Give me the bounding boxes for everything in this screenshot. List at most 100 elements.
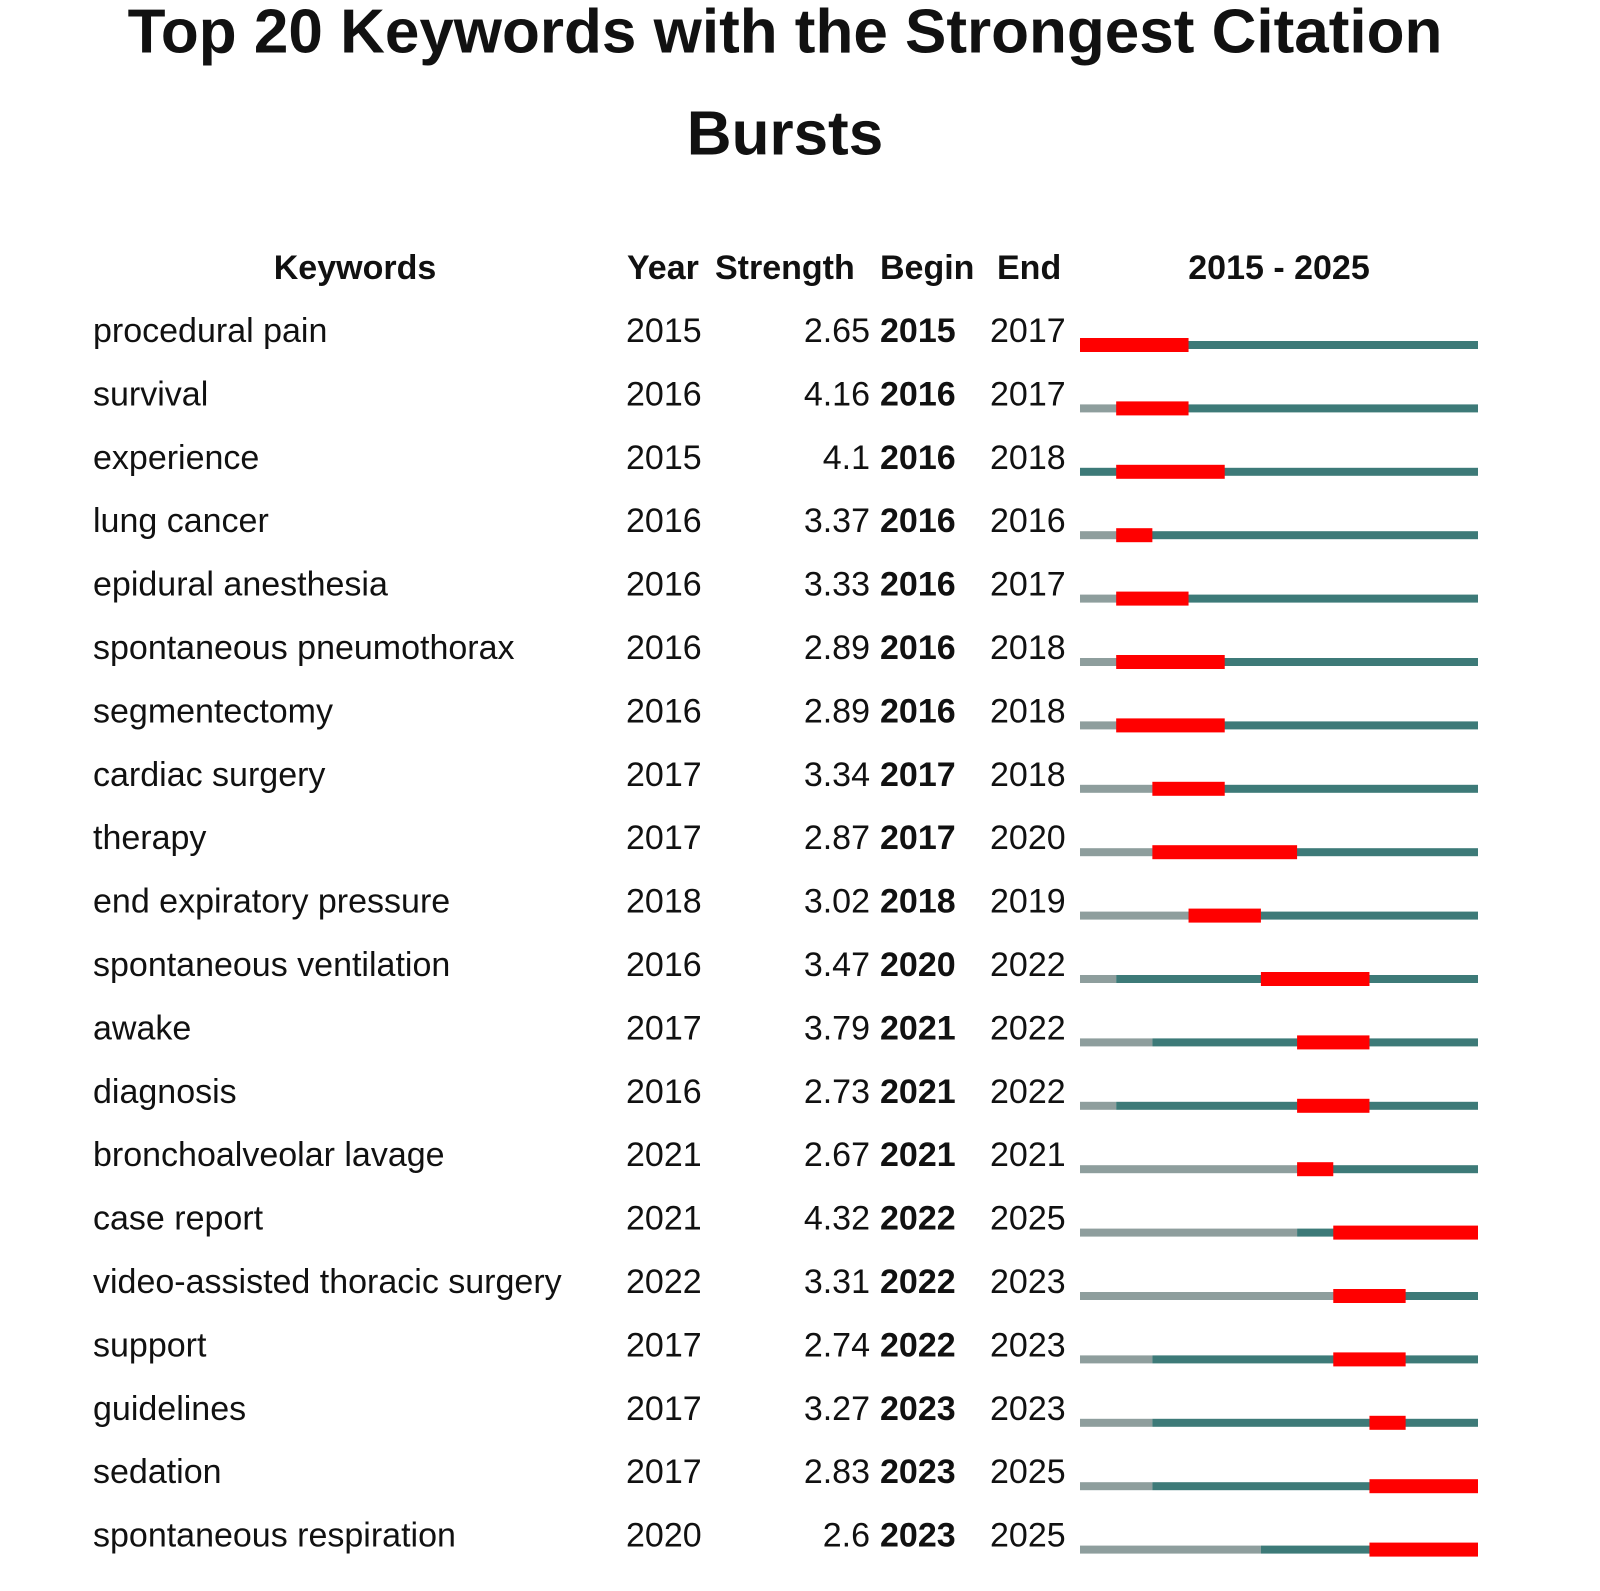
year: 2017 — [626, 1390, 702, 1428]
begin: 2015 — [880, 312, 956, 350]
title: Top 20 Keywords with the Strongest Citat… — [128, 0, 1443, 66]
strength: 2.73 — [804, 1073, 870, 1111]
burst-segment — [1260, 972, 1370, 986]
begin: 2021 — [880, 1136, 956, 1174]
strength: 2.6 — [823, 1517, 870, 1555]
end: 2023 — [990, 1326, 1066, 1364]
active-segment — [1152, 848, 1478, 857]
before-segment — [1080, 1165, 1298, 1174]
begin: 2017 — [880, 819, 956, 857]
end: 2022 — [990, 1073, 1066, 1111]
burst-segment — [1116, 401, 1189, 416]
keyword: spontaneous ventilation — [93, 946, 450, 984]
before-segment — [1080, 911, 1189, 920]
end: 2018 — [990, 629, 1066, 667]
before-segment — [1080, 784, 1153, 793]
keyword: segmentectomy — [93, 692, 333, 730]
active-segment — [1297, 1165, 1478, 1174]
before-segment — [1080, 658, 1117, 666]
year: 2015 — [626, 312, 702, 350]
before-segment — [1080, 1228, 1298, 1237]
strength: 3.34 — [804, 756, 870, 794]
strength: 3.27 — [804, 1390, 870, 1428]
begin: 2023 — [880, 1517, 956, 1555]
year: 2021 — [626, 1200, 702, 1238]
begin: 2018 — [880, 883, 956, 921]
begin: 2020 — [880, 946, 956, 984]
strength: 2.83 — [804, 1453, 870, 1491]
header: Begin — [880, 249, 974, 287]
keyword: cardiac surgery — [93, 756, 325, 794]
year: 2017 — [626, 756, 702, 794]
keyword: spontaneous pneumothorax — [93, 629, 515, 667]
begin: 2021 — [880, 1009, 956, 1047]
before-segment — [1080, 1101, 1117, 1110]
before-segment — [1080, 1482, 1153, 1491]
begin: 2022 — [880, 1326, 956, 1364]
active-segment — [1116, 721, 1478, 730]
strength: 2.87 — [804, 819, 870, 857]
begin: 2022 — [880, 1200, 956, 1238]
active-segment — [1152, 1418, 1478, 1427]
keyword: video-assisted thoracic surgery — [93, 1263, 562, 1301]
before-segment — [1080, 721, 1117, 730]
begin: 2022 — [880, 1263, 956, 1301]
begin: 2016 — [880, 375, 956, 413]
burst-segment — [1080, 338, 1189, 352]
strength: 2.65 — [804, 312, 870, 350]
begin: 2016 — [880, 566, 956, 604]
end: 2018 — [990, 692, 1066, 730]
year: 2017 — [626, 1009, 702, 1047]
strength: 4.16 — [804, 375, 870, 413]
keyword: sedation — [93, 1453, 222, 1491]
strength: 3.33 — [804, 566, 870, 604]
active-segment — [1116, 594, 1478, 603]
end: 2016 — [990, 502, 1066, 540]
strength: 2.67 — [804, 1136, 870, 1174]
year: 2017 — [626, 819, 702, 857]
strength: 2.74 — [804, 1326, 870, 1364]
strength: 3.37 — [804, 502, 870, 540]
year: 2016 — [626, 566, 702, 604]
before-segment — [1080, 975, 1117, 983]
keyword: survival — [93, 375, 208, 413]
strength: 2.89 — [804, 692, 870, 730]
title: Bursts — [687, 99, 883, 168]
before-segment — [1080, 1355, 1153, 1364]
year: 2016 — [626, 692, 702, 730]
active-segment — [1152, 1482, 1478, 1491]
burst-segment — [1297, 1098, 1370, 1113]
year: 2017 — [626, 1453, 702, 1491]
active-segment — [1188, 911, 1478, 920]
end: 2019 — [990, 883, 1066, 921]
before-segment — [1080, 1418, 1153, 1427]
strength: 3.79 — [804, 1009, 870, 1047]
begin: 2016 — [880, 692, 956, 730]
year: 2016 — [626, 502, 702, 540]
year: 2016 — [626, 375, 702, 413]
burst-segment — [1297, 1035, 1370, 1050]
before-segment — [1080, 848, 1153, 857]
strength: 3.02 — [804, 883, 870, 921]
end: 2017 — [990, 312, 1066, 350]
end: 2021 — [990, 1136, 1066, 1174]
keyword: awake — [93, 1009, 191, 1047]
before-segment — [1080, 531, 1117, 540]
begin: 2016 — [880, 502, 956, 540]
end: 2018 — [990, 439, 1066, 477]
burst-segment — [1333, 1352, 1406, 1367]
burst-segment — [1333, 1225, 1478, 1240]
header: Strength — [715, 249, 855, 287]
active-segment — [1152, 1355, 1478, 1364]
keyword: epidural anesthesia — [93, 566, 388, 604]
keyword: diagnosis — [93, 1073, 237, 1111]
year: 2017 — [626, 1326, 702, 1364]
begin: 2017 — [880, 756, 956, 794]
header: End — [997, 249, 1061, 287]
keyword: guidelines — [93, 1390, 246, 1428]
active-segment — [1116, 658, 1478, 666]
strength: 2.89 — [804, 629, 870, 667]
burst-segment — [1369, 1542, 1478, 1557]
